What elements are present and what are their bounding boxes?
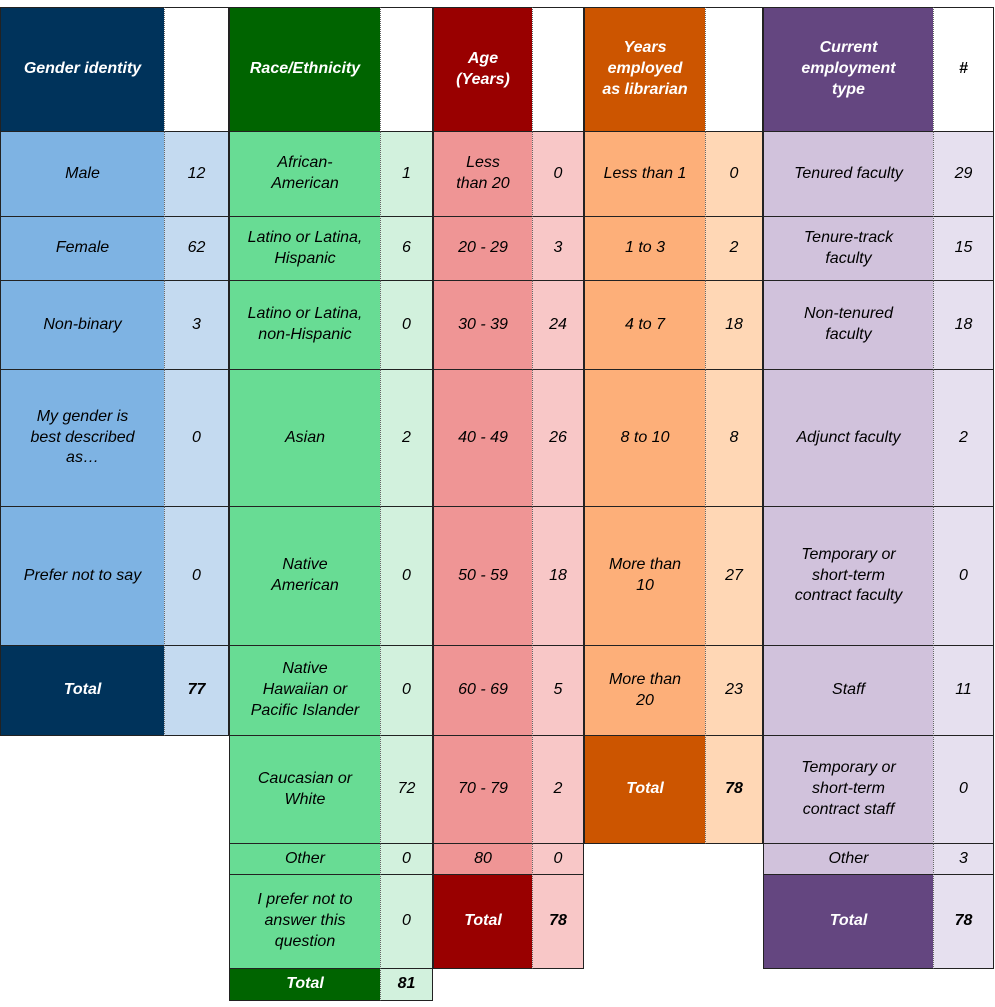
employment-row-label: Non-tenured faculty: [763, 280, 934, 370]
years-row-count: 18: [705, 280, 763, 370]
gender-row-count: 62: [164, 216, 229, 281]
years-row-label: 4 to 7: [584, 280, 706, 370]
employment-total-count: 78: [933, 874, 994, 969]
age-row-label: 60 - 69: [433, 645, 533, 736]
employment-row-label: Adjunct faculty: [763, 369, 934, 507]
years-row-label: More than 10: [584, 506, 706, 646]
age-row-count: 0: [532, 131, 584, 217]
years-total-count: 78: [705, 735, 763, 844]
gender-total-count: 77: [164, 645, 229, 736]
employment-row-count: 3: [933, 843, 994, 875]
employment-header: Current employment type: [763, 7, 934, 132]
race-row-count: 0: [380, 280, 433, 370]
race-row-count: 0: [380, 645, 433, 736]
race-row-label: Asian: [229, 369, 381, 507]
race-row-count: 0: [380, 874, 433, 969]
race-row-count: 6: [380, 216, 433, 281]
gender-count-header: [164, 7, 229, 132]
gender-total-label: Total: [0, 645, 165, 736]
age-row-count: 26: [532, 369, 584, 507]
gender-row-label: Non-binary: [0, 280, 165, 370]
race-row-count: 0: [380, 843, 433, 875]
race-row-label: Latino or Latina, Hispanic: [229, 216, 381, 281]
age-header: Age (Years): [433, 7, 533, 132]
race-row-label: I prefer not to answer this question: [229, 874, 381, 969]
race-header: Race/Ethnicity: [229, 7, 381, 132]
years-row-label: 1 to 3: [584, 216, 706, 281]
age-count-header: [532, 7, 584, 132]
years-row-count: 27: [705, 506, 763, 646]
years-row-count: 2: [705, 216, 763, 281]
age-row-count: 18: [532, 506, 584, 646]
age-row-count: 2: [532, 735, 584, 844]
years-header: Years employed as librarian: [584, 7, 706, 132]
race-total-count: 81: [380, 968, 433, 1001]
race-row-count: 1: [380, 131, 433, 217]
age-total-count: 78: [532, 874, 584, 969]
gender-row-count: 0: [164, 506, 229, 646]
employment-count-header: #: [933, 7, 994, 132]
years-total-label: Total: [584, 735, 706, 844]
employment-row-label: Temporary or short-term contract faculty: [763, 506, 934, 646]
age-row-count: 3: [532, 216, 584, 281]
employment-row-count: 2: [933, 369, 994, 507]
age-row-label: 70 - 79: [433, 735, 533, 844]
years-row-count: 0: [705, 131, 763, 217]
gender-row-count: 3: [164, 280, 229, 370]
employment-row-count: 11: [933, 645, 994, 736]
employment-row-count: 18: [933, 280, 994, 370]
gender-row-label: Prefer not to say: [0, 506, 165, 646]
employment-row-label: Tenured faculty: [763, 131, 934, 217]
race-row-count: 2: [380, 369, 433, 507]
race-row-label: Other: [229, 843, 381, 875]
years-row-count: 23: [705, 645, 763, 736]
years-row-label: 8 to 10: [584, 369, 706, 507]
age-row-label: 50 - 59: [433, 506, 533, 646]
employment-row-count: 0: [933, 506, 994, 646]
race-row-label: Native Hawaiian or Pacific Islander: [229, 645, 381, 736]
race-total-label: Total: [229, 968, 381, 1001]
years-row-label: More than 20: [584, 645, 706, 736]
employment-total-label: Total: [763, 874, 934, 969]
age-row-label: 40 - 49: [433, 369, 533, 507]
race-row-label: Native American: [229, 506, 381, 646]
race-count-header: [380, 7, 433, 132]
gender-header: Gender identity: [0, 7, 165, 132]
age-row-count: 0: [532, 843, 584, 875]
gender-row-count: 0: [164, 369, 229, 507]
employment-row-label: Tenure-track faculty: [763, 216, 934, 281]
age-row-count: 5: [532, 645, 584, 736]
race-row-count: 0: [380, 506, 433, 646]
years-row-label: Less than 1: [584, 131, 706, 217]
age-row-label: 80: [433, 843, 533, 875]
years-count-header: [705, 7, 763, 132]
race-row-label: African- American: [229, 131, 381, 217]
employment-row-count: 15: [933, 216, 994, 281]
employment-row-count: 29: [933, 131, 994, 217]
years-row-count: 8: [705, 369, 763, 507]
employment-row-label: Temporary or short-term contract staff: [763, 735, 934, 844]
age-row-label: 20 - 29: [433, 216, 533, 281]
employment-row-label: Other: [763, 843, 934, 875]
gender-row-count: 12: [164, 131, 229, 217]
age-row-count: 24: [532, 280, 584, 370]
employment-row-label: Staff: [763, 645, 934, 736]
age-row-label: 30 - 39: [433, 280, 533, 370]
race-row-label: Latino or Latina, non-Hispanic: [229, 280, 381, 370]
gender-row-label: Male: [0, 131, 165, 217]
gender-row-label: My gender is best described as…: [0, 369, 165, 507]
race-row-count: 72: [380, 735, 433, 844]
employment-row-count: 0: [933, 735, 994, 844]
age-total-label: Total: [433, 874, 533, 969]
race-row-label: Caucasian or White: [229, 735, 381, 844]
age-row-label: Less than 20: [433, 131, 533, 217]
gender-row-label: Female: [0, 216, 165, 281]
